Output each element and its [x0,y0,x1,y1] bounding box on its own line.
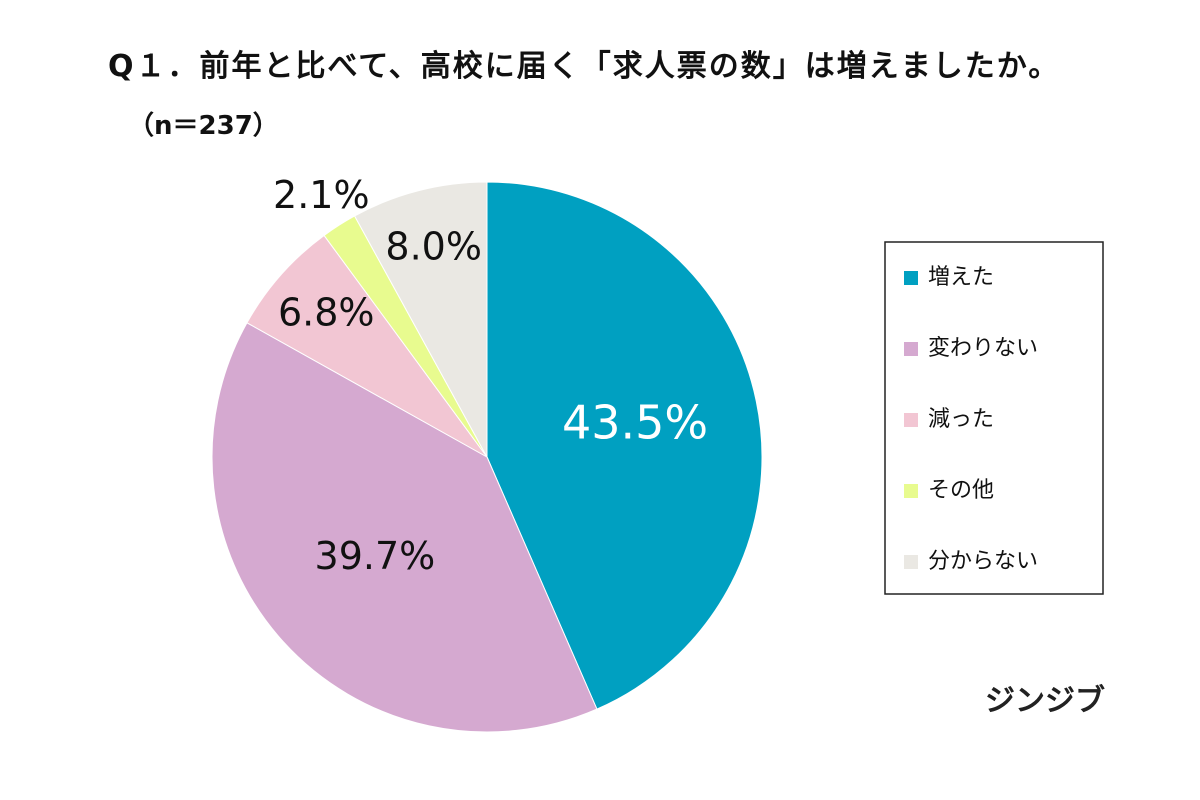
legend-label: 分からない [928,549,1038,574]
legend-swatch [904,413,918,427]
legend-swatch [904,484,918,498]
pie-slice [486,181,763,710]
chart-subtitle: （n＝237） [128,111,279,141]
legend-label: 減った [928,407,994,432]
pie-slice [211,322,598,733]
legend-label: その他 [928,478,994,503]
data-label: 8.0% [385,225,482,269]
legend-swatch [904,342,918,356]
data-label: 43.5% [562,396,708,450]
data-label: 6.8% [278,291,375,335]
chart-title: Q１．前年と比べて、高校に届く「求人票の数」は増えましたか。 [108,49,1061,84]
legend-label: 変わりない [928,336,1038,361]
data-label: 39.7% [315,534,436,578]
source-logo: ジンジブ [985,684,1105,719]
legend-box [884,241,1104,595]
legend-swatch [904,555,918,569]
legend-swatch [904,271,918,285]
data-label: 2.1% [273,173,370,217]
legend-label: 増えた [928,265,994,290]
title-block: Q１．前年と比べて、高校に届く「求人票の数」は増えましたか。 （n＝237） [108,38,1108,155]
pie-slice [246,234,488,458]
pie-slice [353,181,488,458]
